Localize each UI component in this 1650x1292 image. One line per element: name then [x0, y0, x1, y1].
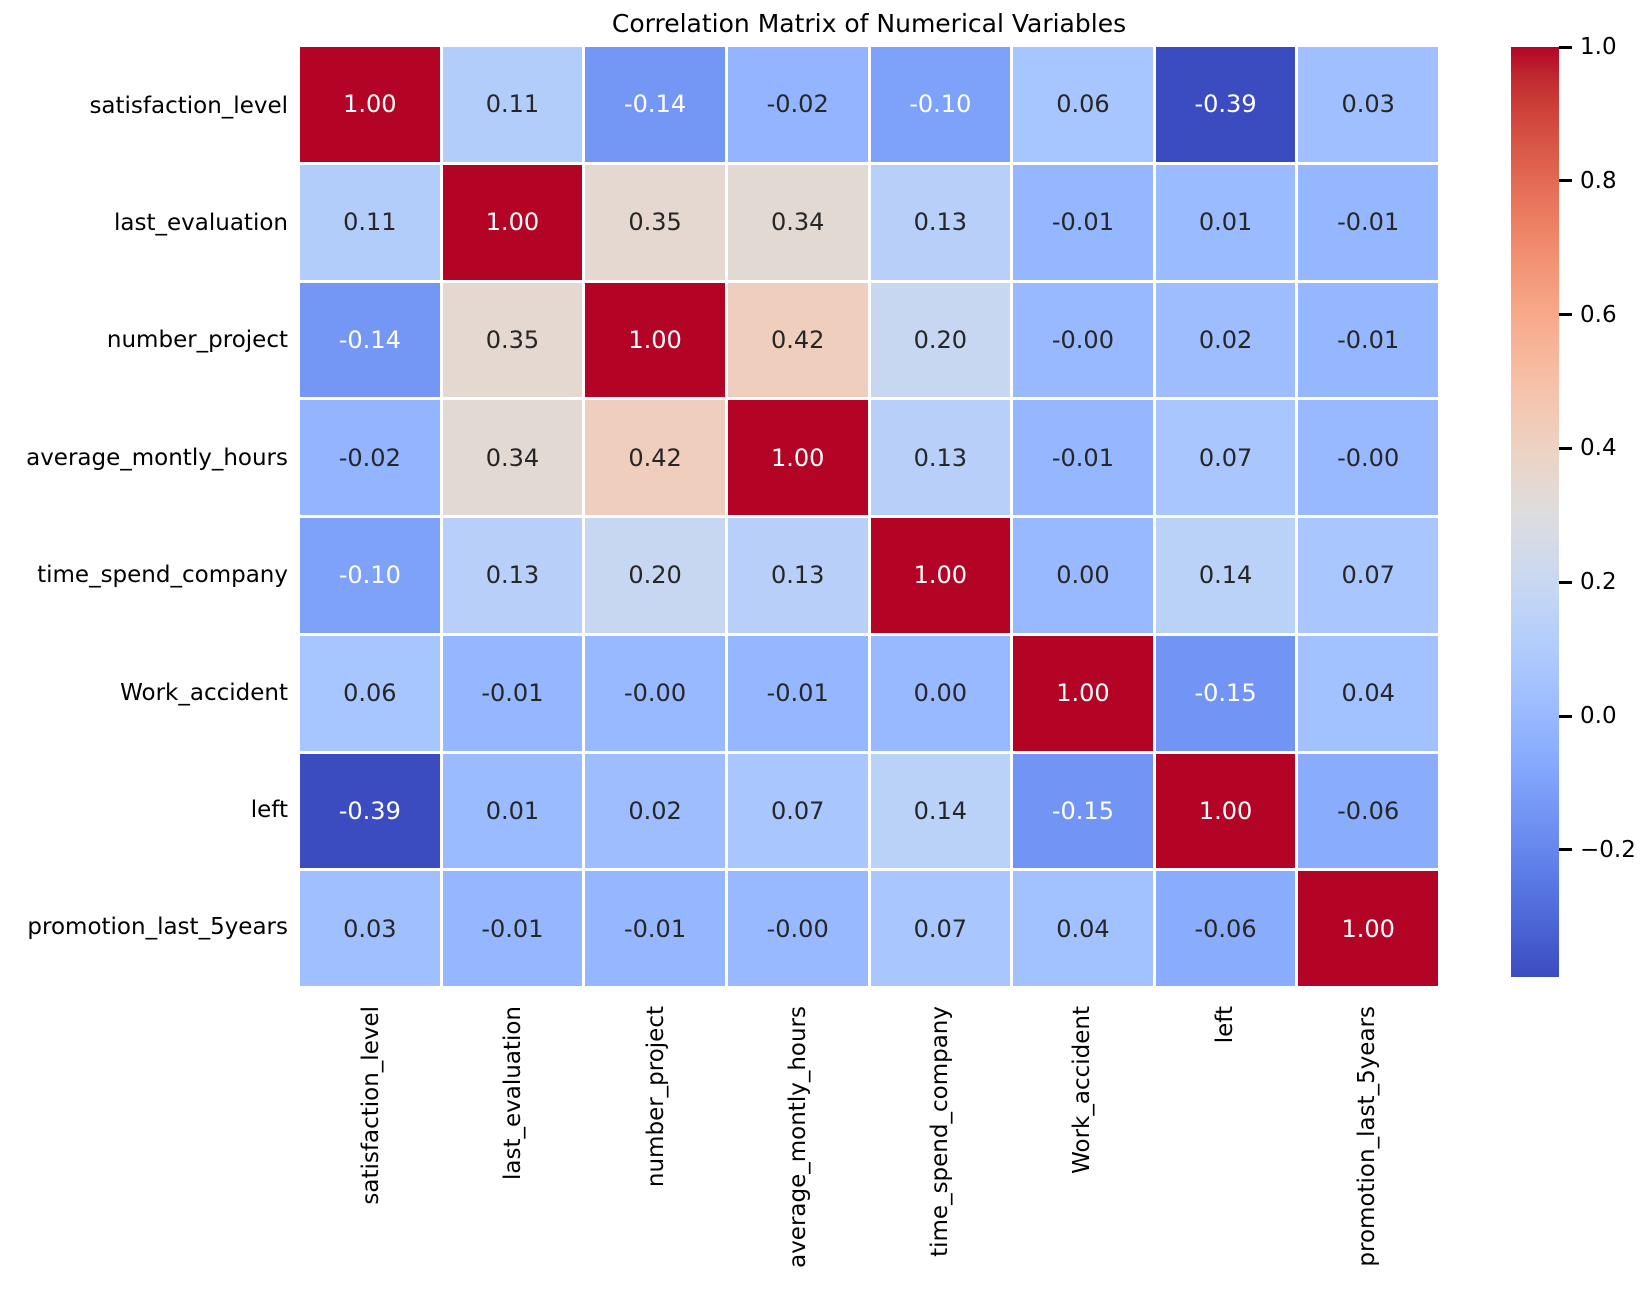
heatmap-cell-time_spend_company-left: 0.14 [1155, 518, 1296, 633]
colorbar-tick-mark [1559, 313, 1572, 317]
heatmap-cell-average_montly_hours-satisfaction_level: -0.02 [300, 400, 440, 515]
heatmap-cell-average_montly_hours-promotion_last_5years: -0.00 [1298, 400, 1438, 515]
heatmap-cell-time_spend_company-Work_accident: 0.00 [1013, 518, 1153, 633]
heatmap-cell-number_project-time_spend_company: 0.20 [870, 282, 1011, 398]
heatmap-cell-last_evaluation-number_project: 0.35 [585, 164, 725, 280]
heatmap-cell-number_project-number_project: 1.00 [585, 282, 725, 398]
heatmap-cell-satisfaction_level-Work_accident: 0.06 [1013, 47, 1153, 162]
heatmap-grid: 1.00 0.11 -0.14 -0.02 -0.10 0.06 -0.39 0.03 0.11… [300, 47, 1438, 986]
heatmap-cell-average_montly_hours-Work_accident: -0.01 [1013, 400, 1153, 515]
colorbar-tick-mark [1559, 45, 1572, 49]
heatmap-cell-average_montly_hours-left: 0.07 [1155, 400, 1296, 515]
heatmap-cell-left-Work_accident: -0.15 [1013, 753, 1153, 869]
heatmap-cell-left-number_project: 0.02 [585, 753, 725, 869]
y-tick-label-Work_accident: Work_accident [120, 679, 288, 706]
chart-title: Correlation Matrix of Numerical Variable… [611, 9, 1127, 38]
heatmap-cell-number_project-left: 0.02 [1155, 282, 1296, 398]
heatmap-cell-number_project-average_montly_hours: 0.42 [727, 282, 868, 398]
x-tick-label-left: left [1211, 1006, 1238, 1044]
colorbar-tick-label: 0.6 [1580, 301, 1617, 328]
y-tick-label-promotion_last_5years: promotion_last_5years [27, 914, 288, 941]
colorbar-tick-mark [1559, 714, 1572, 718]
colorbar-tick-label: 1.0 [1580, 34, 1617, 60]
heatmap-cell-left-promotion_last_5years: -0.06 [1298, 753, 1438, 869]
y-tick-label-average_montly_hours: average_montly_hours [26, 444, 288, 471]
heatmap-cell-satisfaction_level-left: -0.39 [1155, 47, 1296, 162]
heatmap-cell-left-average_montly_hours: 0.07 [727, 753, 868, 869]
colorbar-tick-label: 0.8 [1580, 167, 1617, 194]
heatmap-cell-left-last_evaluation: 0.01 [442, 753, 583, 869]
x-tick-label-average_montly_hours: average_montly_hours [784, 1006, 811, 1268]
heatmap-cell-number_project-last_evaluation: 0.35 [442, 282, 583, 398]
heatmap-cell-last_evaluation-satisfaction_level: 0.11 [300, 164, 440, 280]
heatmap-cell-number_project-Work_accident: -0.00 [1013, 282, 1153, 398]
heatmap-cell-Work_accident-satisfaction_level: 0.06 [300, 635, 440, 751]
heatmap-cell-time_spend_company-number_project: 0.20 [585, 518, 725, 633]
heatmap-cell-last_evaluation-time_spend_company: 0.13 [870, 164, 1011, 280]
y-tick-label-time_spend_company: time_spend_company [37, 562, 288, 589]
y-tick-label-left: left [250, 796, 288, 823]
heatmap-cell-last_evaluation-average_montly_hours: 0.34 [727, 164, 868, 280]
heatmap-cell-promotion_last_5years-last_evaluation: -0.01 [442, 871, 583, 986]
heatmap-cell-satisfaction_level-average_montly_hours: -0.02 [727, 47, 868, 162]
heatmap-cell-number_project-promotion_last_5years: -0.01 [1298, 282, 1438, 398]
heatmap-cell-time_spend_company-satisfaction_level: -0.10 [300, 518, 440, 633]
heatmap-cell-average_montly_hours-average_montly_hours: 1.00 [727, 400, 868, 515]
heatmap-cell-left-satisfaction_level: -0.39 [300, 753, 440, 869]
colorbar-tick-label: 0.0 [1580, 703, 1617, 730]
colorbar [1511, 47, 1559, 977]
x-tick-label-satisfaction_level: satisfaction_level [358, 1006, 385, 1205]
colorbar-tick-label: 0.2 [1580, 569, 1617, 596]
heatmap-cell-Work_accident-number_project: -0.00 [585, 635, 725, 751]
y-tick-label-number_project: number_project [106, 327, 288, 354]
y-tick-label-last_evaluation: last_evaluation [114, 210, 288, 237]
heatmap-cell-promotion_last_5years-satisfaction_level: 0.03 [300, 871, 440, 986]
heatmap-cell-average_montly_hours-time_spend_company: 0.13 [870, 400, 1011, 515]
x-tick-label-number_project: number_project [642, 1006, 669, 1188]
heatmap-cell-last_evaluation-promotion_last_5years: -0.01 [1298, 164, 1438, 280]
heatmap-cell-satisfaction_level-time_spend_company: -0.10 [870, 47, 1011, 162]
heatmap-cell-satisfaction_level-number_project: -0.14 [585, 47, 725, 162]
heatmap-cell-left-time_spend_company: 0.14 [870, 753, 1011, 869]
heatmap-cell-promotion_last_5years-left: -0.06 [1155, 871, 1296, 986]
heatmap-cell-Work_accident-promotion_last_5years: 0.04 [1298, 635, 1438, 751]
x-tick-label-time_spend_company: time_spend_company [927, 1006, 954, 1257]
colorbar-tick-mark [1559, 848, 1572, 852]
colorbar-tick-mark [1559, 446, 1572, 450]
heatmap-cell-time_spend_company-average_montly_hours: 0.13 [727, 518, 868, 633]
heatmap-cell-satisfaction_level-last_evaluation: 0.11 [442, 47, 583, 162]
x-tick-label-Work_accident: Work_accident [1069, 1006, 1096, 1174]
colorbar-tick-mark [1559, 580, 1572, 584]
heatmap-cell-left-left: 1.00 [1155, 753, 1296, 869]
y-tick-label-satisfaction_level: satisfaction_level [89, 92, 288, 119]
heatmap-cell-last_evaluation-Work_accident: -0.01 [1013, 164, 1153, 280]
heatmap-cell-promotion_last_5years-time_spend_company: 0.07 [870, 871, 1011, 986]
heatmap-cell-promotion_last_5years-average_montly_hours: -0.00 [727, 871, 868, 986]
heatmap-cell-average_montly_hours-number_project: 0.42 [585, 400, 725, 515]
heatmap-cell-last_evaluation-left: 0.01 [1155, 164, 1296, 280]
colorbar-tick-label: 0.4 [1580, 435, 1617, 462]
heatmap-cell-Work_accident-average_montly_hours: -0.01 [727, 635, 868, 751]
heatmap-cell-promotion_last_5years-promotion_last_5years: 1.00 [1298, 871, 1438, 986]
heatmap-cell-Work_accident-Work_accident: 1.00 [1013, 635, 1153, 751]
heatmap-cell-last_evaluation-last_evaluation: 1.00 [442, 164, 583, 280]
heatmap-cell-time_spend_company-last_evaluation: 0.13 [442, 518, 583, 633]
heatmap-cell-Work_accident-time_spend_company: 0.00 [870, 635, 1011, 751]
heatmap-cell-number_project-satisfaction_level: -0.14 [300, 282, 440, 398]
heatmap-cell-promotion_last_5years-number_project: -0.01 [585, 871, 725, 986]
heatmap-cell-time_spend_company-promotion_last_5years: 0.07 [1298, 518, 1438, 633]
x-tick-label-last_evaluation: last_evaluation [500, 1006, 527, 1180]
colorbar-tick-mark [1559, 179, 1572, 183]
heatmap-cell-time_spend_company-time_spend_company: 1.00 [870, 518, 1011, 633]
heatmap-cell-satisfaction_level-promotion_last_5years: 0.03 [1298, 47, 1438, 162]
heatmap-cell-promotion_last_5years-Work_accident: 0.04 [1013, 871, 1153, 986]
x-tick-label-promotion_last_5years: promotion_last_5years [1353, 1006, 1380, 1267]
heatmap-cell-satisfaction_level-satisfaction_level: 1.00 [300, 47, 440, 162]
heatmap-cell-Work_accident-last_evaluation: -0.01 [442, 635, 583, 751]
heatmap-cell-Work_accident-left: -0.15 [1155, 635, 1296, 751]
colorbar-tick-label: −0.2 [1580, 836, 1636, 863]
heatmap-cell-average_montly_hours-last_evaluation: 0.34 [442, 400, 583, 515]
